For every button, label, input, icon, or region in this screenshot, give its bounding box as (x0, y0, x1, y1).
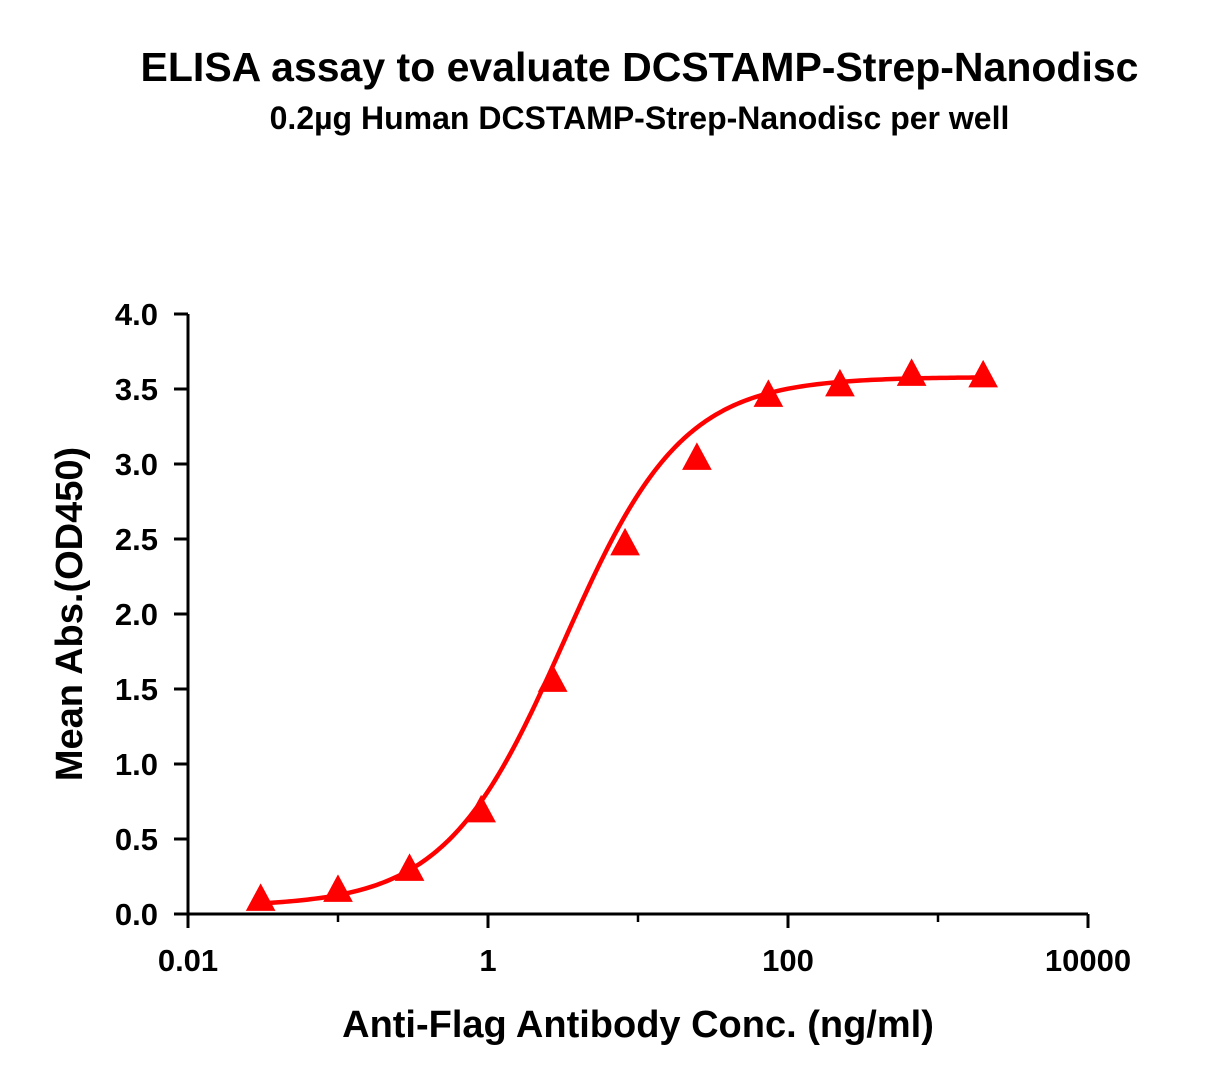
y-tick-label: 0.5 (115, 822, 158, 857)
y-tick-label: 1.0 (115, 747, 158, 782)
data-point-triangle (682, 442, 712, 470)
x-tick-label: 10000 (1045, 943, 1131, 978)
data-point-triangle (610, 527, 640, 556)
x-tick-label: 0.01 (158, 943, 218, 978)
chart-title: ELISA assay to evaluate DCSTAMP-Strep-Na… (140, 44, 1139, 90)
data-point-triangle (896, 358, 927, 386)
data-markers (245, 358, 998, 911)
data-point-triangle (323, 874, 353, 902)
y-tick-label: 1.5 (115, 672, 158, 707)
x-ticks: 0.01 1 100 10000 (158, 914, 1131, 978)
x-tick-label: 1 (479, 943, 496, 978)
y-ticks: 0.0 0.5 1.0 1.5 2.0 2.5 3.0 3.5 4.0 (115, 297, 188, 932)
x-tick-label: 100 (762, 943, 814, 978)
fit-curve (258, 375, 986, 906)
x-axis-label: Anti-Flag Antibody Conc. (ng/ml) (342, 1004, 934, 1046)
y-tick-label: 2.5 (115, 522, 158, 557)
y-tick-label: 3.5 (115, 372, 158, 407)
y-tick-label: 3.0 (115, 447, 158, 482)
data-point-triangle (537, 664, 568, 692)
chart-subtitle: 0.2µg Human DCSTAMP-Strep-Nanodisc per w… (269, 100, 1010, 136)
y-tick-label: 0.0 (115, 897, 158, 932)
data-point-triangle (968, 359, 998, 388)
data-point-triangle (466, 794, 496, 823)
axes: 0.0 0.5 1.0 1.5 2.0 2.5 3.0 3.5 4.0 0.01 1 100 1000… (115, 297, 1131, 978)
y-axis-label: Mean Abs.(OD450) (49, 447, 91, 781)
data-point-triangle (753, 379, 784, 407)
y-tick-label: 4.0 (115, 297, 158, 332)
data-point-triangle (825, 368, 855, 397)
data-point-triangle (394, 853, 425, 881)
data-point-triangle (245, 883, 276, 911)
y-tick-label: 2.0 (115, 597, 158, 632)
